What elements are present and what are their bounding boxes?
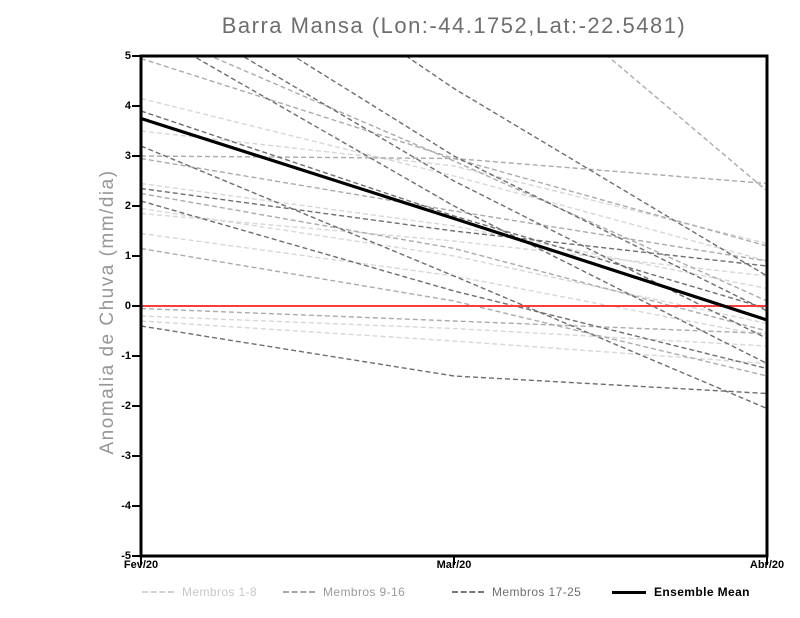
legend-item: Membros 17-25 [452,585,581,599]
legend-label: Membros 9-16 [323,585,406,599]
member-line [141,307,767,335]
y-tick-label: -1 [121,350,131,362]
member-line [141,110,767,310]
y-tick-label: 2 [124,200,131,212]
y-tick-label: -2 [121,400,131,412]
member-line [141,320,767,365]
member-line [141,145,767,410]
member-line [141,207,767,325]
legend-label: Membros 17-25 [492,585,582,599]
y-tick-label: 4 [124,100,131,112]
member-line [141,130,767,245]
y-tick-label: -4 [121,500,131,512]
y-tick-label: 3 [124,150,131,162]
legend-line-sample [142,591,174,593]
legend-line-sample [283,591,315,593]
chart-title: Barra Mansa (Lon:-44.1752,Lat:-22.5481) [221,13,687,38]
member-line [141,315,767,347]
x-tick-label: Abr/20 [749,559,785,571]
y-tick-label: 0 [124,300,131,312]
y-tick-label: 5 [124,50,131,62]
member-line [141,155,767,185]
member-line [141,200,767,370]
member-line [141,182,767,290]
member-line [141,97,767,262]
legend-label: Ensemble Mean [654,585,750,599]
y-tick-label: -3 [121,450,131,462]
legend-item: Ensemble Mean [612,585,750,599]
member-line [404,56,767,277]
ensemble-mean-line [141,116,767,322]
member-line [141,325,767,395]
member-line [191,56,767,365]
legend-label: Membros 1-8 [182,585,258,599]
member-line [141,247,767,377]
x-tick-label: Fev/20 [123,559,159,571]
member-line [292,56,767,312]
legend-item: Membros 1-8 [142,585,257,599]
member-line [208,56,767,302]
x-tick-label: Mar/20 [436,559,472,571]
legend-line-sample [612,590,646,594]
legend-line-sample [452,591,484,593]
y-tick-label: -5 [121,550,131,562]
member-line [141,187,767,267]
y-tick-label: 1 [124,250,131,262]
member-line [141,212,767,277]
member-line [241,56,767,340]
member-line [141,157,767,262]
plot-frame [139,54,769,558]
member-line [606,56,767,192]
legend-item: Membros 9-16 [283,585,405,599]
member-line [141,192,767,332]
